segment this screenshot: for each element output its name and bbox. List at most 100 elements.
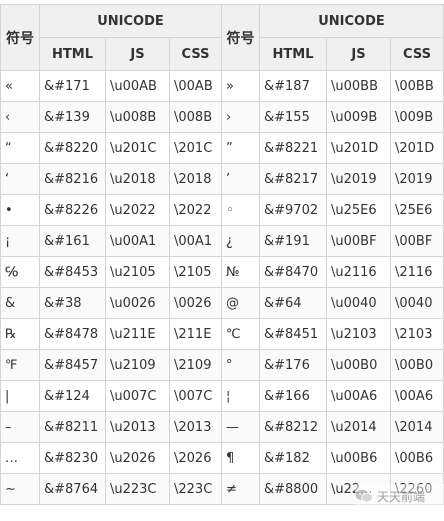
- css-code-cell-right: \2014: [390, 411, 444, 443]
- table-row: • &#8226 \u2022 \2022 ◦ &#9702 \u25E6 \25E6: [0, 194, 444, 226]
- table-row: – &#8211 \u2013 \2013— &#8212 \u2014 \2014: [0, 411, 444, 443]
- symbol-cell-right: ≠: [221, 473, 260, 505]
- html-code-cell-left: &#8453: [39, 256, 106, 288]
- symbol-cell-left: ∼: [0, 473, 40, 505]
- js-code-cell-right: \u009B: [326, 101, 391, 133]
- js-code-cell-right: \u2014: [326, 411, 391, 443]
- symbol-cell-left: –: [0, 411, 40, 443]
- css-code-cell-right: \2103: [390, 318, 444, 350]
- watermark: 天天前端: [355, 484, 444, 508]
- symbol-cell-right: ◦: [221, 194, 260, 226]
- html-code-cell-right: &#8217: [259, 163, 327, 195]
- html-header-left: HTML: [39, 37, 106, 71]
- symbol-cell-left: ‘: [0, 163, 40, 195]
- symbol-cell-left: «: [0, 70, 40, 102]
- unicode-header-left: UNICODE: [39, 4, 222, 38]
- js-code-cell-right: \u2116: [326, 256, 391, 288]
- table-body: «&#171 \u00AB \00AB» &#187 \u00BB \00BB ‹ &#139…: [0, 70, 444, 505]
- js-code-cell-left: \u0026: [105, 287, 170, 319]
- symbol-cell-right: №: [221, 256, 260, 288]
- table-row: | &#124 \u007C \007C ¦ &#166 \u00A6 \00A6: [0, 380, 444, 412]
- html-code-cell-left: &#161: [39, 225, 106, 257]
- table-row: ∼&#8764\u223C\223C≠&#8800\u22...\2260: [0, 473, 444, 505]
- html-code-cell-left: &#8478: [39, 318, 106, 350]
- js-code-cell-right: \u22...: [326, 473, 391, 505]
- symbol-cell-left: …: [0, 442, 40, 474]
- js-code-cell-left: \u00A1: [105, 225, 170, 257]
- html-code-cell-left: &#8764: [39, 473, 106, 505]
- js-code-cell-left: \u211E: [105, 318, 170, 350]
- table-row: & &#38 \u0026 \0026 @ &#64 \u0040 \0040: [0, 287, 444, 319]
- unicode-header-right: UNICODE: [259, 4, 444, 38]
- symbol-cell-left: ℞: [0, 318, 40, 350]
- table-row: ℅ &#8453 \u2105 \2105 № &#8470 \u2116 \2116: [0, 256, 444, 288]
- js-code-cell-right: \u201D: [326, 132, 391, 164]
- html-code-cell-left: &#38: [39, 287, 106, 319]
- js-header-left: JS: [105, 37, 170, 71]
- css-code-cell-right: \25E6: [390, 194, 444, 226]
- symbol-cell-left: |: [0, 380, 40, 412]
- html-code-cell-left: &#8226: [39, 194, 106, 226]
- html-code-cell-right: &#8212: [259, 411, 327, 443]
- symbol-cell-left: ¡: [0, 225, 40, 257]
- html-code-cell-left: &#8211: [39, 411, 106, 443]
- css-code-cell-left: \2018: [169, 163, 222, 195]
- css-code-cell-right: \0040: [390, 287, 444, 319]
- symbol-cell-right: »: [221, 70, 260, 102]
- css-code-cell-left: \007C: [169, 380, 222, 412]
- html-code-cell-right: &#155: [259, 101, 327, 133]
- html-code-cell-right: &#8451: [259, 318, 327, 350]
- js-code-cell-left: \u2105: [105, 256, 170, 288]
- css-code-cell-left: \2109: [169, 349, 222, 381]
- symbol-header-left: 符号: [0, 4, 40, 71]
- html-code-cell-left: &#171: [39, 70, 106, 102]
- table-row: ℉ &#8457 \u2109 \2109 ° &#176 \u00B0 \00B0: [0, 349, 444, 381]
- table-row: ¡ &#161 \u00A1 \00A1 ¿ &#191 \u00BF \00BF: [0, 225, 444, 257]
- css-code-cell-left: \2105: [169, 256, 222, 288]
- html-code-cell-left: &#8216: [39, 163, 106, 195]
- js-code-cell-right: \u00A6: [326, 380, 391, 412]
- js-code-cell-left: \u00AB: [105, 70, 170, 102]
- symbol-cell-right: ›: [221, 101, 260, 133]
- js-code-cell-left: \u223C: [105, 473, 170, 505]
- table-row: ℞ &#8478 \u211E \211E ℃ &#8451 \u2103 \2103: [0, 318, 444, 350]
- css-code-cell-left: \00AB: [169, 70, 222, 102]
- symbol-cell-right: °: [221, 349, 260, 381]
- js-code-cell-right: \u2019: [326, 163, 391, 195]
- css-code-cell-left: \201C: [169, 132, 222, 164]
- css-code-cell-right: \2260: [390, 473, 444, 505]
- css-code-cell-right: \00A6: [390, 380, 444, 412]
- js-code-cell-right: \u00B0: [326, 349, 391, 381]
- js-header-right: JS: [326, 37, 391, 71]
- symbol-cell-left: ℉: [0, 349, 40, 381]
- css-header-left: CSS: [169, 37, 222, 71]
- symbol-cell-right: ’: [221, 163, 260, 195]
- css-code-cell-right: \201D: [390, 132, 444, 164]
- js-code-cell-left: \u008B: [105, 101, 170, 133]
- html-header-right: HTML: [259, 37, 327, 71]
- html-code-cell-right: &#64: [259, 287, 327, 319]
- css-code-cell-left: \0026: [169, 287, 222, 319]
- symbol-cell-right: ¿: [221, 225, 260, 257]
- html-code-cell-left: &#124: [39, 380, 106, 412]
- html-code-cell-right: &#191: [259, 225, 327, 257]
- symbol-cell-left: ℅: [0, 256, 40, 288]
- html-code-cell-left: &#8220: [39, 132, 106, 164]
- symbol-header-right: 符号: [221, 4, 260, 71]
- wechat-icon: [355, 489, 373, 503]
- html-code-cell-right: &#9702: [259, 194, 327, 226]
- css-code-cell-left: \223C: [169, 473, 222, 505]
- css-code-cell-left: \008B: [169, 101, 222, 133]
- css-code-cell-right: \2116: [390, 256, 444, 288]
- css-code-cell-left: \211E: [169, 318, 222, 350]
- js-code-cell-left: \u201C: [105, 132, 170, 164]
- js-code-cell-left: \u2026: [105, 442, 170, 474]
- symbol-cell-right: @: [221, 287, 260, 319]
- css-code-cell-left: \00A1: [169, 225, 222, 257]
- html-code-cell-right: &#182: [259, 442, 327, 474]
- html-code-cell-right: &#8800: [259, 473, 327, 505]
- table-row: «&#171 \u00AB \00AB» &#187 \u00BB \00BB: [0, 70, 444, 102]
- symbol-cell-right: ”: [221, 132, 260, 164]
- table-row: … &#8230 \u2026 \2026 ¶ &#182 \u00B6 \00B6: [0, 442, 444, 474]
- html-code-cell-right: &#187: [259, 70, 327, 102]
